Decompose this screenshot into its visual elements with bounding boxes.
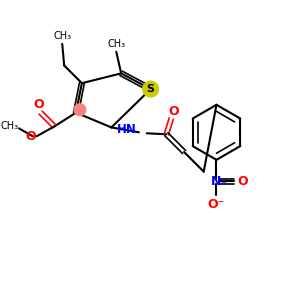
Circle shape xyxy=(74,104,86,116)
Text: HN: HN xyxy=(117,123,137,136)
Text: O: O xyxy=(33,98,44,111)
Text: ±: ± xyxy=(220,178,226,184)
Text: O: O xyxy=(168,105,178,118)
Text: CH₃: CH₃ xyxy=(0,122,18,131)
Text: O: O xyxy=(238,175,248,188)
Text: CH₃: CH₃ xyxy=(107,39,125,49)
Circle shape xyxy=(143,81,158,97)
Text: N: N xyxy=(211,175,222,188)
Text: CH₃: CH₃ xyxy=(53,31,71,41)
Text: S: S xyxy=(147,84,155,94)
Text: O: O xyxy=(26,130,36,143)
Text: O⁻: O⁻ xyxy=(208,197,225,211)
